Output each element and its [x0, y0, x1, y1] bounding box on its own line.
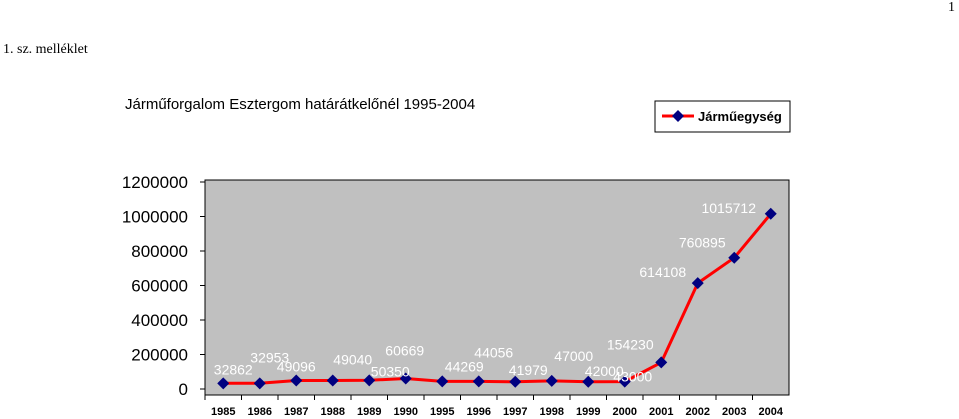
data-point	[509, 375, 522, 388]
y-tick-label: 600000	[131, 277, 188, 296]
data-point	[655, 356, 668, 369]
data-label: 44056	[474, 344, 513, 360]
legend-marker	[672, 110, 684, 122]
plot-area	[204, 179, 790, 396]
data-label: 49040	[333, 352, 372, 368]
x-tick-label: 1999	[576, 406, 600, 418]
data-label: 47000	[554, 348, 593, 364]
x-tick-label: 1995	[430, 406, 454, 418]
x-tick-label: 1985	[211, 406, 235, 418]
x-tick-label: 2002	[686, 406, 710, 418]
data-label: 49096	[277, 359, 316, 375]
y-tick-label: 1200000	[122, 173, 188, 192]
x-tick-label: 1986	[248, 406, 272, 418]
data-label: 43000	[613, 369, 652, 385]
data-point	[582, 375, 595, 388]
data-point	[728, 251, 741, 264]
page-number: 1	[948, 0, 955, 15]
chart-title: Járműforgalom Esztergom határátkelőnél 1…	[125, 96, 475, 113]
data-label: 50350	[371, 363, 410, 379]
y-tick-label: 200000	[131, 346, 188, 365]
annex-label: 1. sz. melléklet	[3, 42, 88, 57]
data-point	[764, 207, 777, 220]
data-point	[436, 375, 449, 388]
data-point	[290, 374, 303, 387]
x-tick-label: 1998	[540, 406, 564, 418]
y-tick-label: 1000000	[122, 208, 188, 227]
data-label: 32953	[250, 349, 289, 365]
data-point	[472, 375, 485, 388]
y-tick-label: 0	[179, 380, 188, 399]
data-label: 60669	[385, 343, 424, 359]
data-point	[399, 372, 412, 385]
y-tick-label: 800000	[131, 242, 188, 261]
data-label: 1015712	[701, 200, 756, 216]
legend-label: Járműegység	[698, 109, 782, 124]
data-label: 44269	[445, 358, 484, 374]
x-tick-label: 1988	[321, 406, 345, 418]
x-tick-label: 1989	[357, 406, 381, 418]
x-tick-label: 2004	[759, 406, 784, 418]
data-label: 154230	[607, 336, 654, 352]
data-point	[618, 375, 631, 388]
data-label: 42000	[585, 363, 624, 379]
data-point	[545, 374, 558, 387]
x-tick-label: 1996	[467, 406, 491, 418]
data-point	[691, 277, 704, 290]
data-label: 32862	[214, 361, 253, 377]
data-label: 614108	[639, 264, 686, 280]
data-point	[253, 377, 266, 390]
x-tick-label: 1997	[503, 406, 527, 418]
x-tick-label: 2001	[649, 406, 673, 418]
data-point	[217, 377, 230, 390]
data-label: 760895	[679, 235, 726, 251]
x-tick-label: 1987	[284, 406, 308, 418]
series-line	[223, 212, 772, 385]
data-point	[326, 374, 339, 387]
y-tick-label: 400000	[131, 311, 188, 330]
x-tick-label: 2000	[613, 406, 637, 418]
data-label: 41979	[509, 362, 548, 378]
legend: Járműegység	[654, 100, 791, 133]
x-tick-label: 2003	[722, 406, 746, 418]
data-point	[363, 374, 376, 387]
x-tick-label: 1990	[394, 406, 418, 418]
